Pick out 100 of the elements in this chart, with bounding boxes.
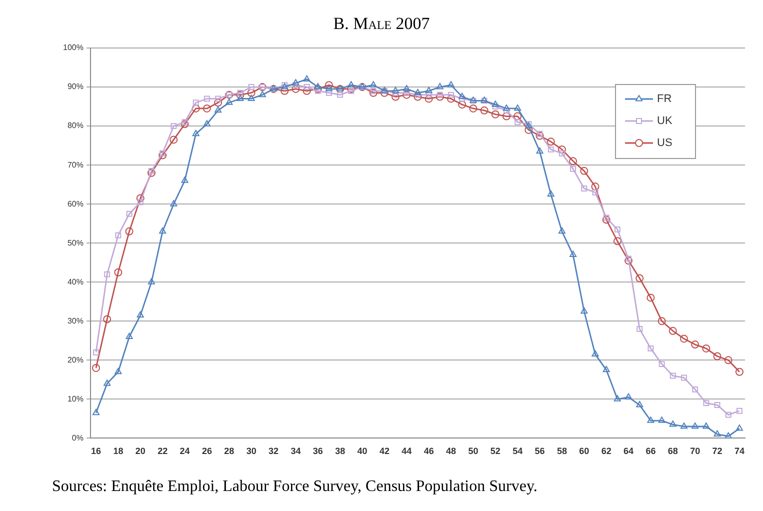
point (558, 150, 565, 156)
point (724, 432, 732, 438)
point (502, 104, 510, 111)
point (160, 150, 166, 156)
point (348, 88, 354, 94)
point (548, 146, 554, 152)
x-tick-label: 40 (357, 446, 368, 456)
y-tick-label: 10% (67, 394, 84, 404)
point (714, 430, 721, 437)
point (148, 278, 156, 284)
point (392, 86, 400, 94)
x-tick-label: 42 (379, 446, 390, 456)
point (492, 100, 499, 107)
x-tick-label: 44 (402, 446, 412, 456)
point (725, 412, 732, 418)
point (170, 123, 177, 130)
point (326, 90, 332, 96)
point (104, 271, 110, 278)
point (524, 126, 533, 134)
point (603, 214, 610, 221)
point (714, 402, 720, 408)
x-tick-label: 52 (490, 446, 500, 456)
x-tick-label: 58 (556, 446, 567, 456)
point (602, 216, 610, 224)
point (558, 227, 566, 234)
point (436, 83, 444, 90)
point (314, 84, 322, 93)
point (158, 151, 167, 160)
point (614, 395, 621, 402)
point (592, 189, 598, 196)
point (480, 106, 488, 114)
point (592, 350, 599, 357)
source-note: Sources: Enquête Emploi, Labour Force Survey, Census Population Survey. (52, 478, 538, 496)
x-tick-label: 36 (312, 446, 323, 456)
point (636, 274, 644, 282)
point (424, 94, 433, 103)
point (546, 138, 555, 146)
legend-label: FR (657, 93, 672, 106)
point (724, 356, 732, 364)
x-tick-label: 20 (135, 446, 146, 456)
x-tick-label: 72 (712, 446, 722, 456)
point (636, 326, 643, 332)
point (613, 237, 622, 246)
point (636, 401, 644, 408)
point (180, 120, 189, 128)
point (125, 227, 134, 236)
y-tick-label: 40% (67, 277, 84, 286)
point (204, 96, 210, 102)
x-tick-label: 50 (468, 446, 478, 456)
y-tick-label: 50% (67, 238, 84, 248)
point (580, 307, 588, 314)
point (104, 380, 111, 386)
point (114, 268, 122, 276)
point (114, 368, 122, 374)
x-tick-label: 28 (224, 446, 234, 456)
point (136, 194, 144, 202)
point (547, 190, 554, 197)
point (237, 90, 244, 96)
x-tick-label: 18 (113, 446, 124, 456)
point (624, 256, 633, 265)
x-tick-label: 66 (646, 446, 656, 456)
point (192, 130, 200, 136)
point (713, 352, 722, 360)
point (314, 88, 321, 94)
point (502, 112, 510, 120)
x-tick-label: 32 (268, 446, 279, 456)
point (692, 386, 698, 392)
point (570, 166, 576, 172)
point (147, 168, 156, 177)
x-tick-label: 48 (446, 446, 456, 456)
x-tick-label: 26 (202, 446, 212, 456)
point (658, 416, 666, 423)
point (314, 83, 322, 90)
x-tick-label: 60 (579, 446, 590, 456)
point (691, 340, 700, 349)
x-tick-label: 54 (512, 446, 523, 456)
point (414, 92, 422, 101)
point (236, 90, 244, 99)
point (93, 349, 99, 356)
point (514, 112, 522, 120)
point (646, 294, 655, 302)
point (624, 393, 632, 400)
x-tick-label: 56 (534, 446, 545, 456)
x-tick-label: 64 (624, 446, 634, 456)
point (92, 408, 100, 416)
x-tick-label: 22 (158, 446, 168, 456)
point (404, 90, 410, 96)
point (680, 422, 688, 429)
point (247, 88, 256, 97)
x-tick-label: 46 (424, 446, 434, 456)
point (248, 94, 255, 101)
point (192, 100, 199, 106)
point (425, 86, 432, 94)
point (681, 374, 687, 381)
point (570, 250, 577, 258)
y-tick-label: 60% (67, 199, 84, 208)
chart-title: B. Male 2007 (332, 14, 431, 34)
point (126, 210, 132, 217)
point (626, 256, 632, 262)
point (115, 232, 122, 238)
